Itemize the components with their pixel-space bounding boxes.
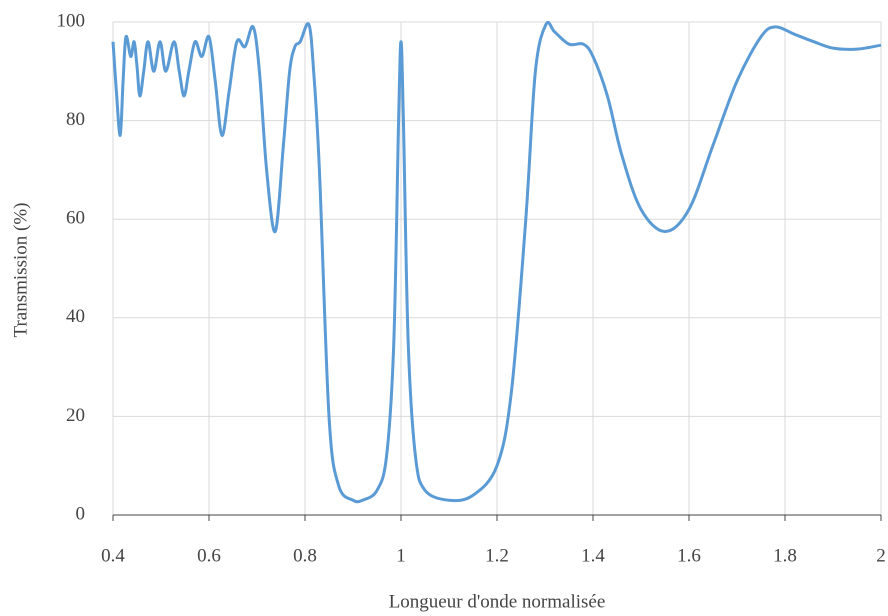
- x-tick-label: 1.4: [581, 545, 605, 566]
- y-tick-label: 0: [76, 503, 86, 524]
- x-axis-label: Longueur d'onde normalisée: [389, 591, 606, 612]
- x-tick-label: 0.4: [101, 545, 125, 566]
- x-tick-label: 1: [396, 545, 406, 566]
- y-tick-label: 100: [57, 10, 86, 31]
- y-tick-label: 60: [66, 208, 85, 229]
- y-tick-label: 80: [66, 109, 85, 130]
- x-tick-label: 1.2: [485, 545, 509, 566]
- x-tick-label: 0.8: [293, 545, 317, 566]
- x-tick-label: 1.6: [677, 545, 701, 566]
- y-tick-label: 20: [66, 405, 85, 426]
- x-tick-label: 0.6: [197, 545, 221, 566]
- y-tick-label: 40: [66, 306, 85, 327]
- y-axis-label: Transmission (%): [10, 203, 31, 338]
- x-tick-label: 2: [876, 545, 886, 566]
- x-tick-label: 1.8: [773, 545, 797, 566]
- data-line: [111, 20, 882, 504]
